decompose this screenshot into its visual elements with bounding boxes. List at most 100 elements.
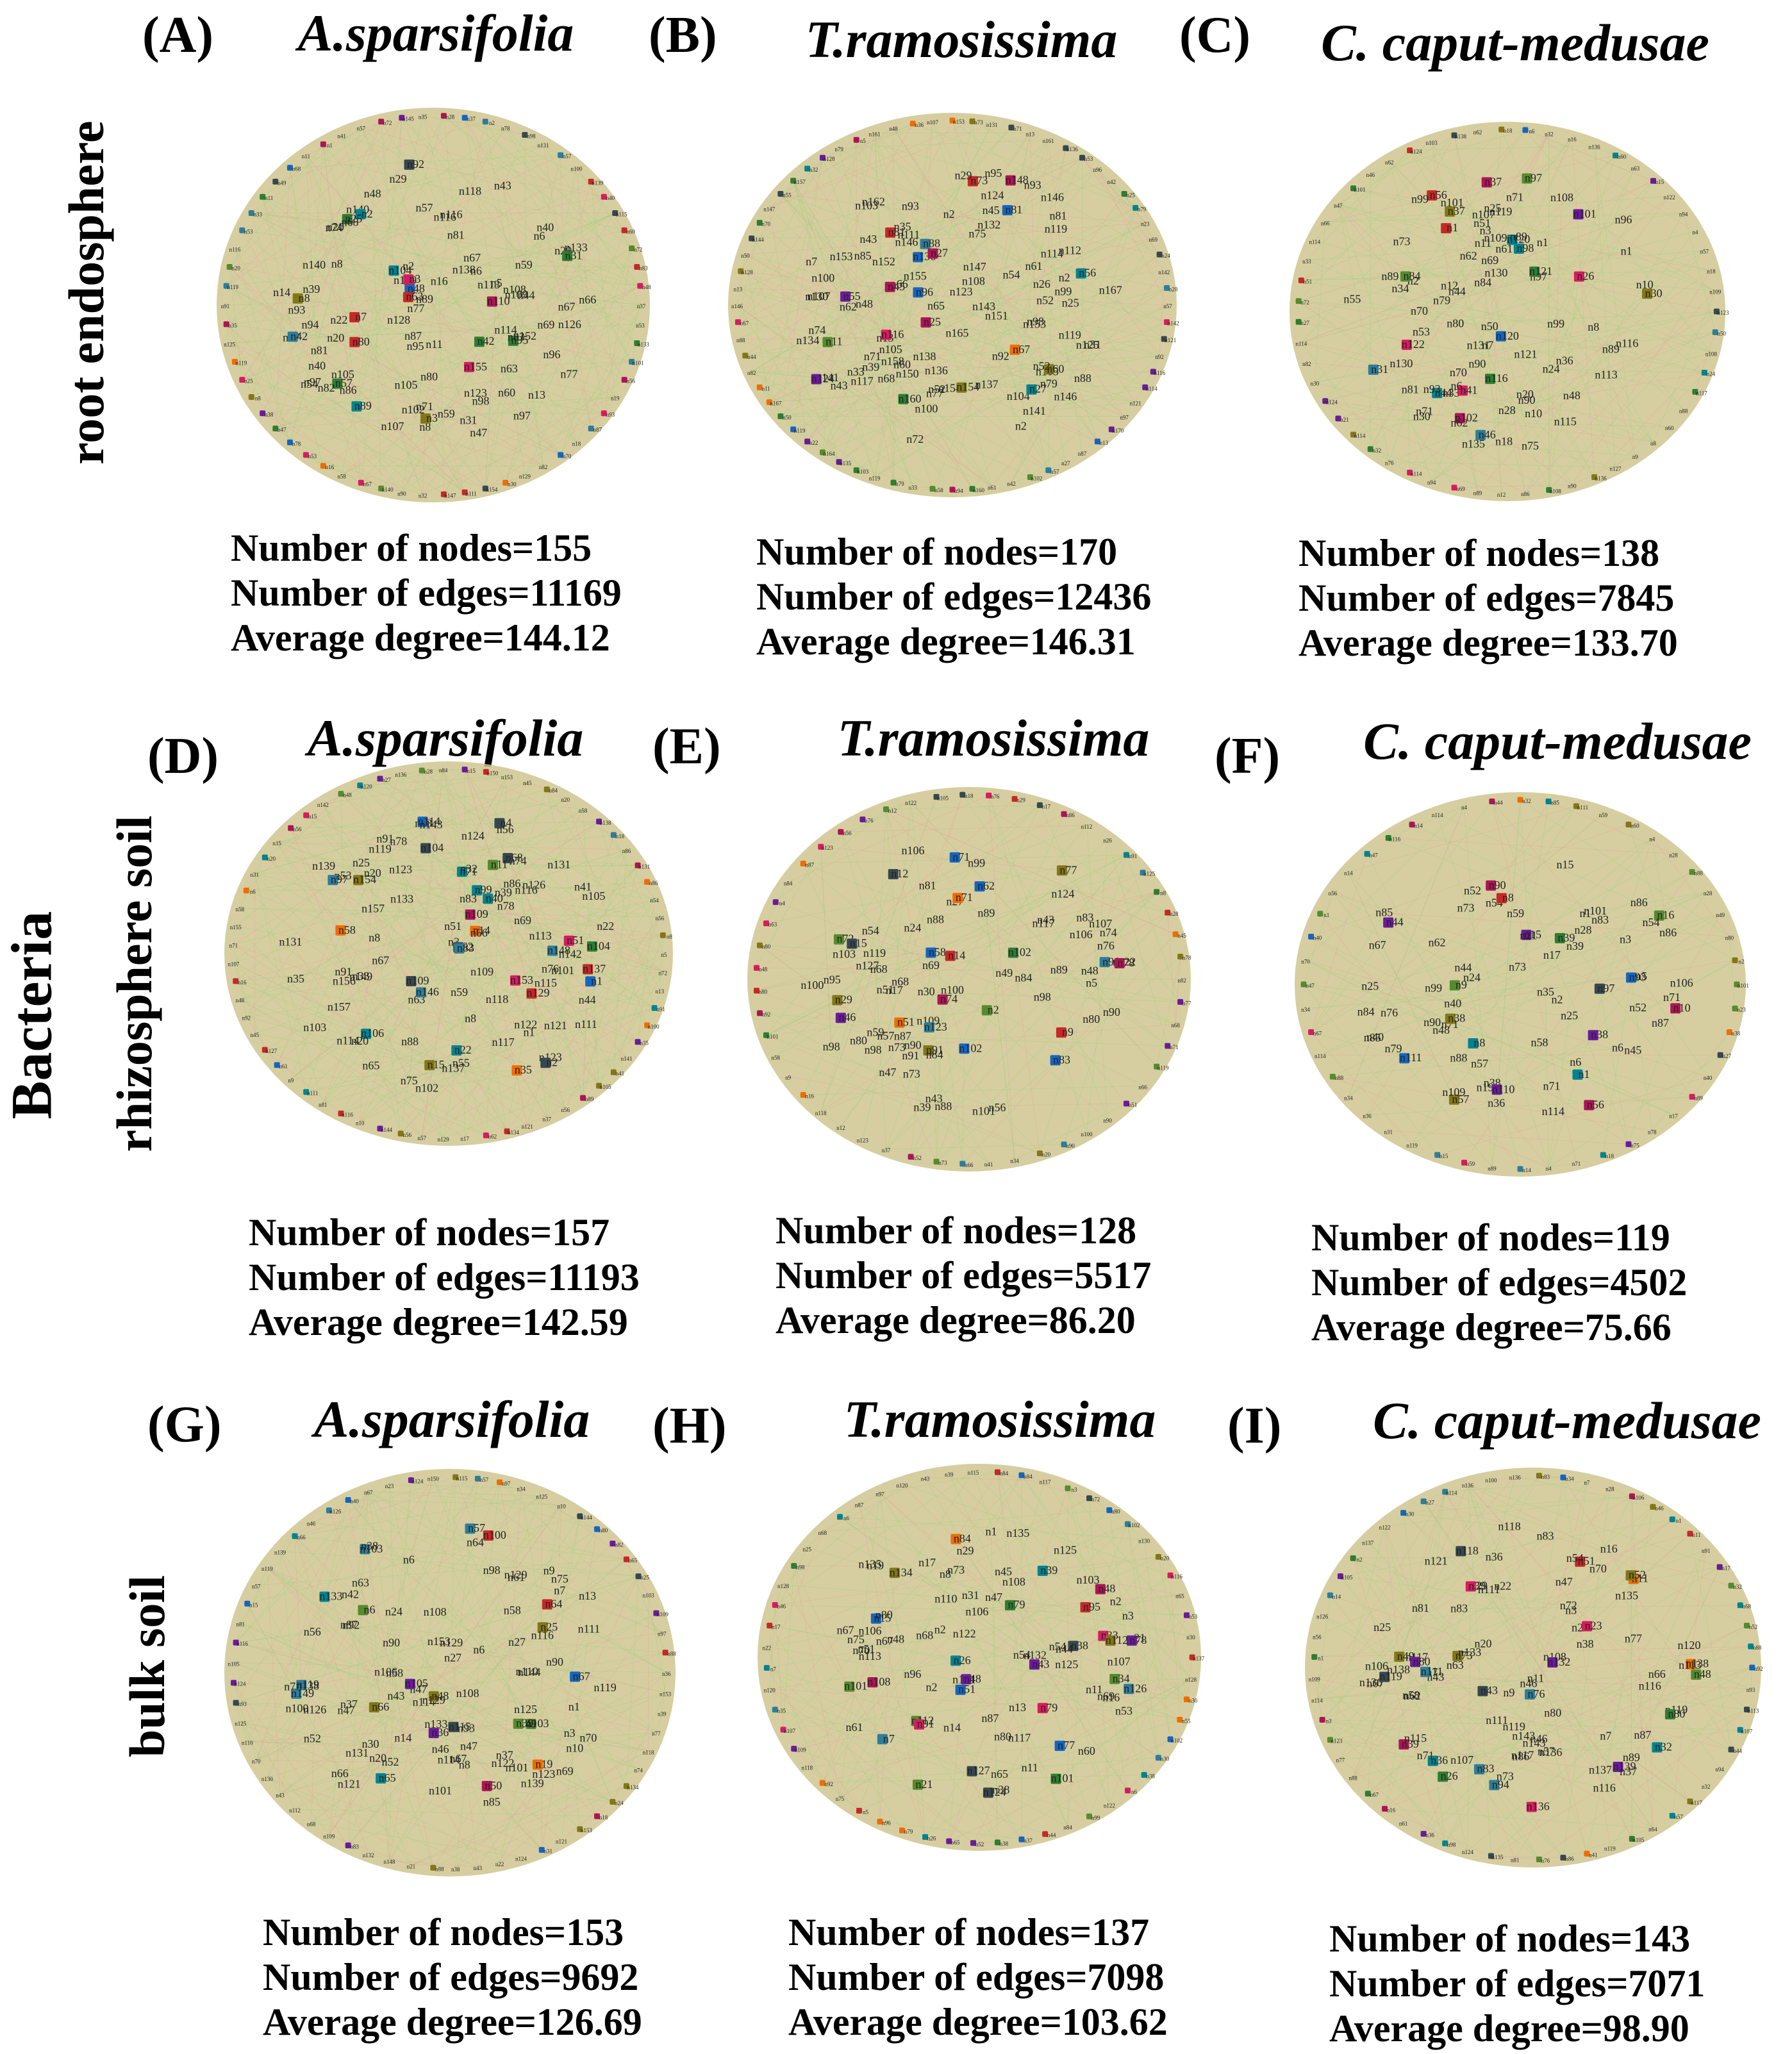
network-node-label: n122 xyxy=(1379,1525,1391,1531)
network-edge xyxy=(229,267,243,380)
network-edge xyxy=(229,266,425,301)
network-edge xyxy=(372,194,382,489)
network-node: n131 xyxy=(538,142,549,149)
network-node-label: n68 xyxy=(1742,1603,1751,1610)
network-node: n41 xyxy=(337,133,346,140)
network-node: n83 xyxy=(634,263,648,271)
network-edge xyxy=(361,304,642,483)
network-edge xyxy=(336,263,637,267)
network-node: n98 xyxy=(522,132,536,140)
network-edge xyxy=(563,251,641,286)
network-node: n37 xyxy=(637,303,646,310)
network-node-marker xyxy=(1350,1555,1356,1561)
network-node: n48 xyxy=(364,187,381,200)
network-edge xyxy=(275,167,290,429)
network-edge xyxy=(251,213,527,297)
network-edge xyxy=(289,167,311,326)
network-edge xyxy=(262,196,486,489)
network-edge xyxy=(226,285,561,456)
network-node-label: n88 xyxy=(1753,1644,1762,1651)
network-node: n53 xyxy=(636,322,645,329)
network-edge xyxy=(505,127,633,362)
network-node-label: n39 xyxy=(1468,1579,1486,1592)
network-node-label: n136 xyxy=(1527,1800,1550,1813)
network-node: n124 xyxy=(1462,1849,1474,1855)
network-node: n107 xyxy=(381,420,404,433)
network-node: n81 xyxy=(1511,1857,1520,1863)
network-node-label: n147 xyxy=(444,492,456,499)
network-edge xyxy=(401,117,567,308)
network-node-label: n71 xyxy=(1417,1749,1434,1762)
network-node: n39 xyxy=(1465,1579,1486,1592)
network-edge xyxy=(354,342,615,397)
network-edge xyxy=(335,227,625,381)
network-node-label: n2 xyxy=(1357,1556,1363,1562)
network-node: n136 xyxy=(1359,1676,1382,1689)
network-edge xyxy=(275,299,588,429)
network-node: n87 xyxy=(1634,1728,1651,1741)
network-node-marker xyxy=(303,452,309,458)
network-edge xyxy=(229,267,290,443)
network-edge xyxy=(409,127,506,290)
network-edge xyxy=(306,454,361,483)
network-edge xyxy=(251,213,517,338)
network-node-label: n27 xyxy=(1425,1500,1434,1506)
network-edge xyxy=(306,154,561,456)
network-node: n122 xyxy=(1379,1525,1391,1531)
network-edge xyxy=(576,247,604,413)
network-edge xyxy=(234,117,402,362)
network-edge xyxy=(464,117,503,186)
network-node-label: n22 xyxy=(1494,1580,1511,1593)
network-node-label: n38 xyxy=(265,411,274,418)
network-edge xyxy=(226,324,290,443)
network-node-label: n96 xyxy=(543,348,560,361)
network-node-label: n87 xyxy=(1634,1728,1651,1741)
network-node: n136 xyxy=(1462,1482,1474,1489)
network-edge xyxy=(469,361,632,368)
network-node: n36 xyxy=(1486,1550,1503,1563)
network-node: n128 xyxy=(387,313,410,326)
network-edge xyxy=(443,115,456,236)
network-node-label: n76 xyxy=(1528,1687,1545,1700)
network-node-marker xyxy=(223,283,229,289)
network-edge xyxy=(226,285,517,338)
network-edge xyxy=(404,181,592,281)
network-node: n88 xyxy=(1348,1775,1357,1782)
network-node: n78 xyxy=(286,439,301,447)
network-edge xyxy=(425,418,486,489)
network-edge xyxy=(262,117,402,414)
network-edge xyxy=(568,230,625,375)
network-node: n111 xyxy=(461,489,477,497)
network-node-marker xyxy=(260,194,266,200)
network-edge xyxy=(485,283,497,489)
network-node-label: n81 xyxy=(1511,1857,1520,1863)
network-edge xyxy=(485,283,497,489)
network-edge xyxy=(251,121,382,397)
network-node: n132 xyxy=(1547,1655,1570,1668)
network-node-label: n57 xyxy=(1675,1814,1684,1820)
network-node-marker xyxy=(601,194,607,200)
network-edge xyxy=(422,413,604,495)
network-edge xyxy=(305,154,414,410)
network-node-label: n66 xyxy=(1648,1668,1666,1680)
network-node: n31 xyxy=(460,414,477,427)
network-node-label: n56 xyxy=(626,378,635,385)
network-edge xyxy=(342,374,465,493)
network-node-label: n135 xyxy=(1491,1854,1504,1860)
network-node-label: n20 xyxy=(231,265,240,271)
network-node: n89 xyxy=(351,399,372,412)
network-edge xyxy=(524,135,527,296)
network-node-marker xyxy=(286,165,293,171)
network-node: n80 xyxy=(1544,1706,1561,1719)
network-edge xyxy=(242,230,327,389)
network-edge xyxy=(234,248,313,383)
network-edge xyxy=(341,179,399,476)
network-node: n32 xyxy=(419,492,427,499)
network-edge xyxy=(229,324,546,344)
network-edge xyxy=(425,427,526,476)
network-edge xyxy=(262,413,486,489)
network-node-label: n101 xyxy=(633,360,644,367)
network-node-label: n57 xyxy=(563,153,572,160)
network-node: n2 xyxy=(482,119,495,126)
network-edge xyxy=(381,121,394,271)
